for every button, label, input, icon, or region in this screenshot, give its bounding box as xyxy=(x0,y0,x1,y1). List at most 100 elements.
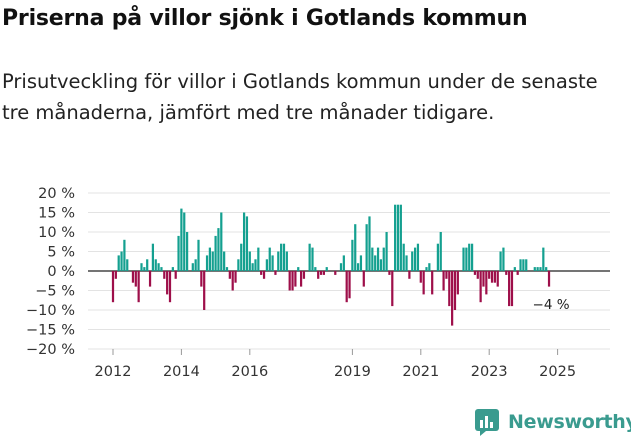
y-axis-ticks: 20 % 15 % 10 % 5 % 0 % −5 % −10 % −15 % −20 % xyxy=(26,186,75,358)
bar xyxy=(470,243,474,271)
bar xyxy=(280,243,283,271)
bar xyxy=(356,263,360,271)
bar xyxy=(388,271,391,275)
bar xyxy=(211,251,214,271)
bar xyxy=(462,247,465,271)
bar xyxy=(225,267,229,271)
x-tick-label: 2021 xyxy=(402,364,439,380)
bar xyxy=(502,247,505,271)
bar xyxy=(445,271,448,279)
bar xyxy=(348,271,351,299)
bar xyxy=(291,271,294,291)
bar xyxy=(379,259,382,271)
x-tick-label: 2012 xyxy=(95,364,132,380)
bar xyxy=(473,271,477,275)
chart-subtitle: Prisutveckling för villor i Gotlands kom… xyxy=(2,70,598,124)
bar xyxy=(285,251,288,271)
bar xyxy=(505,271,508,275)
bars xyxy=(111,204,551,326)
bar xyxy=(436,243,439,271)
bar xyxy=(148,271,152,287)
bar xyxy=(308,243,311,271)
bar xyxy=(220,212,223,271)
bar xyxy=(496,271,499,287)
bar xyxy=(297,267,300,271)
bar xyxy=(493,271,496,283)
bar xyxy=(468,243,471,271)
bar xyxy=(154,259,157,271)
newsworthy-logo[interactable]: Newsworthy xyxy=(474,408,631,436)
bar xyxy=(416,243,420,271)
bar xyxy=(242,212,246,271)
bar xyxy=(545,267,548,271)
bar xyxy=(539,267,542,271)
x-axis-ticks: 2012 2014 2016 2019 2021 2023 2025 xyxy=(95,349,576,380)
bar xyxy=(177,235,180,271)
chart-title: Priserna på villor sjönk i Gotlands komm… xyxy=(2,6,528,31)
bar xyxy=(294,271,297,287)
bar xyxy=(157,263,160,271)
bar xyxy=(114,271,117,279)
bar xyxy=(408,271,411,279)
bar xyxy=(513,267,516,271)
bar xyxy=(185,232,189,271)
bar xyxy=(413,247,417,271)
bar xyxy=(311,247,314,271)
bar xyxy=(319,271,323,275)
bar xyxy=(425,267,428,271)
bar xyxy=(231,271,234,291)
bar xyxy=(254,259,257,271)
bar xyxy=(223,251,226,271)
bar xyxy=(168,271,172,303)
x-tick-label: 2016 xyxy=(231,364,268,380)
bar xyxy=(499,251,502,271)
bar xyxy=(422,271,425,295)
bar xyxy=(488,271,491,279)
bar xyxy=(334,271,337,275)
bar xyxy=(385,232,388,271)
bar xyxy=(248,251,251,271)
bar xyxy=(402,243,405,271)
y-tick-label: 10 % xyxy=(38,225,75,241)
bar xyxy=(456,271,459,295)
bar xyxy=(208,247,211,271)
bar xyxy=(322,271,325,275)
bar xyxy=(260,271,263,275)
x-tick-label: 2014 xyxy=(163,364,200,380)
bar xyxy=(191,263,194,271)
bar xyxy=(163,271,166,279)
bar xyxy=(197,239,200,271)
bar xyxy=(439,232,442,271)
bar xyxy=(451,271,454,326)
bar xyxy=(282,243,286,271)
bar xyxy=(428,263,431,271)
bar xyxy=(339,263,343,271)
bar xyxy=(371,247,374,271)
bar xyxy=(123,239,126,271)
x-tick-label: 2019 xyxy=(334,364,371,380)
bar xyxy=(525,259,528,271)
bar xyxy=(396,204,400,271)
bar xyxy=(522,259,525,271)
bar xyxy=(365,224,368,271)
bar xyxy=(214,235,217,271)
bar xyxy=(271,255,274,271)
y-tick-label: 0 % xyxy=(47,264,75,280)
bar xyxy=(476,271,479,279)
bar xyxy=(111,271,115,303)
bar xyxy=(542,247,545,271)
bar xyxy=(351,239,354,271)
bar xyxy=(359,255,363,271)
bar xyxy=(274,271,277,275)
bar xyxy=(482,271,485,287)
brand-name: Newsworthy xyxy=(508,411,631,433)
bar xyxy=(448,271,451,307)
bar xyxy=(516,271,519,275)
bar xyxy=(183,212,186,271)
y-tick-label: 15 % xyxy=(38,206,75,222)
bar xyxy=(345,271,348,303)
bar xyxy=(362,271,365,287)
bar xyxy=(265,259,268,271)
bar xyxy=(160,267,163,271)
